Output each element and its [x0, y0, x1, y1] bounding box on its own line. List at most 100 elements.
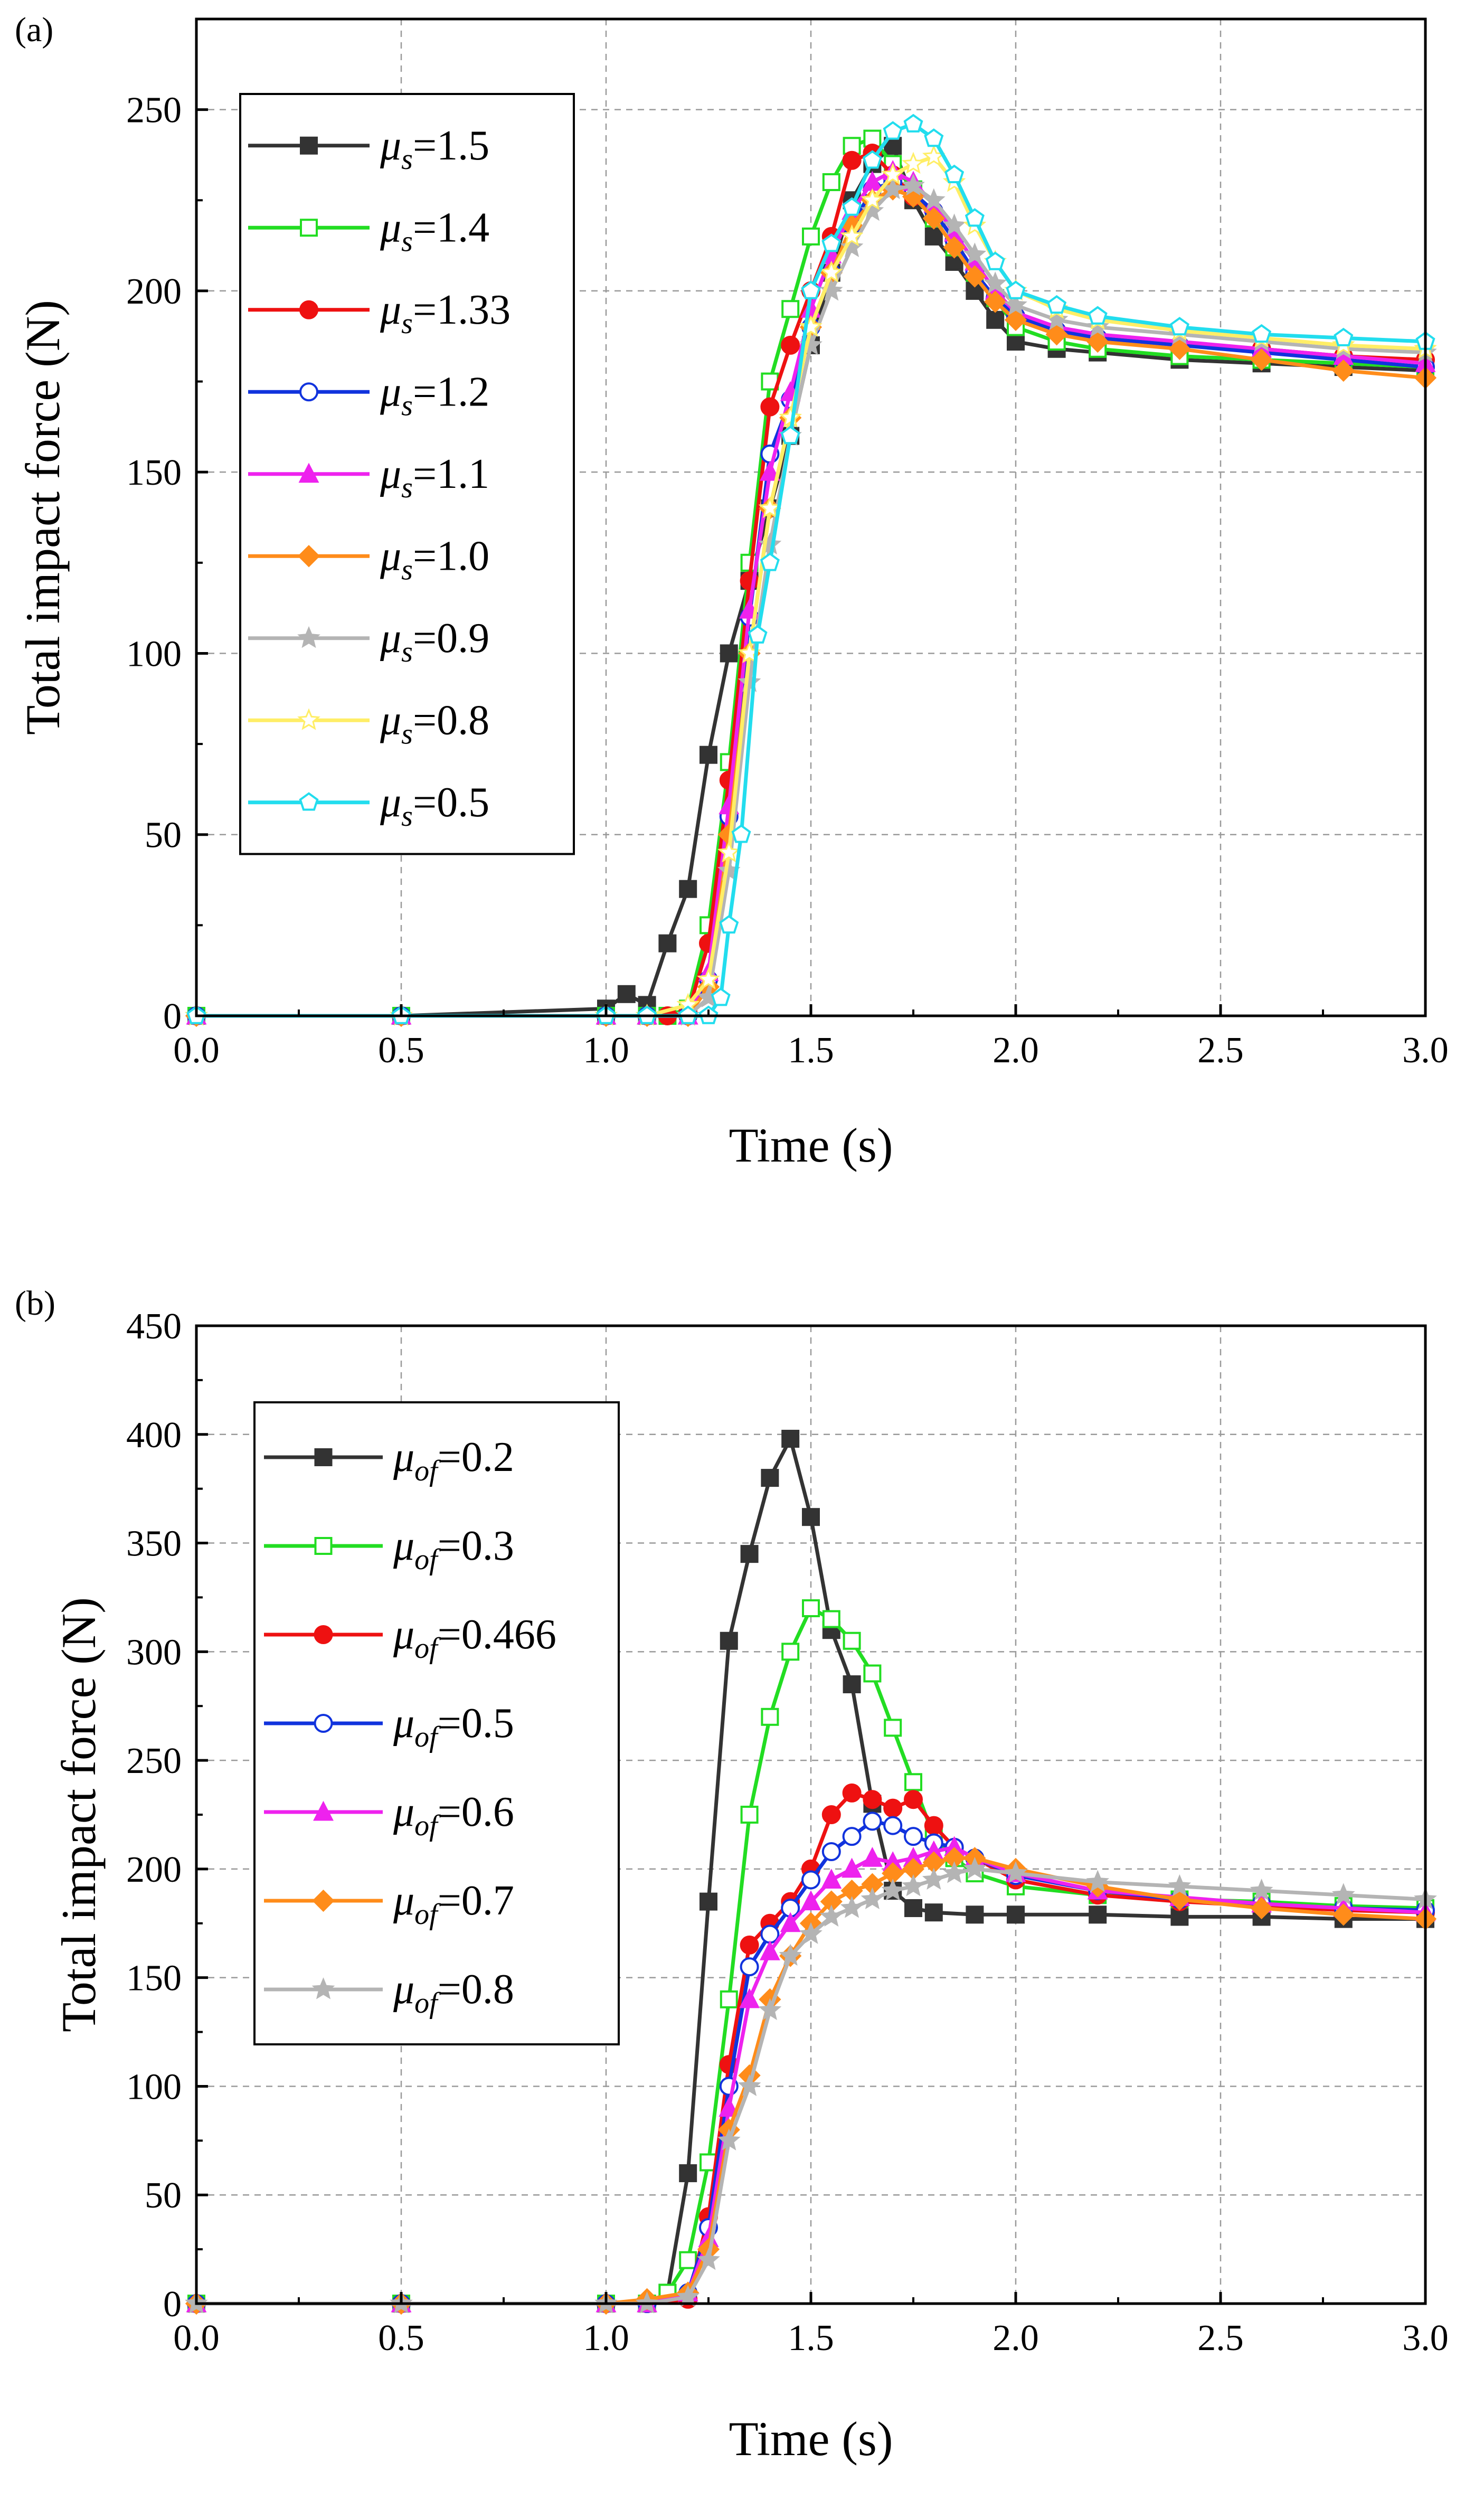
data-point: [1007, 333, 1025, 351]
data-point: [740, 1545, 759, 1563]
legend-label: μs=0.9: [380, 615, 489, 668]
legend-item: μs=1.5: [248, 122, 489, 176]
y-tick-label: 200: [126, 271, 182, 312]
data-point: [1252, 324, 1272, 343]
x-tick-label: 2.5: [1197, 2318, 1244, 2359]
data-point: [985, 251, 1005, 270]
data-point: [679, 880, 697, 898]
y-tick-label: 50: [145, 2175, 182, 2216]
data-point: [922, 188, 946, 210]
data-point: [861, 1887, 884, 1910]
legend-marker: [314, 1714, 333, 1733]
data-point: [984, 290, 1007, 313]
data-point: [821, 1869, 842, 1889]
y-tick-label: 400: [126, 1415, 182, 1456]
data-point: [902, 1874, 925, 1897]
data-point: [822, 1610, 840, 1628]
x-tick-label: 3.0: [1402, 2318, 1449, 2359]
y-tick-label: 0: [163, 2284, 182, 2325]
legend-marker: [299, 382, 318, 402]
data-point: [924, 128, 944, 147]
data-point: [881, 163, 905, 185]
legend-marker: [314, 1625, 333, 1644]
y-tick-label: 150: [126, 452, 182, 493]
data-point: [676, 2285, 700, 2307]
data-point: [986, 310, 1005, 329]
data-point: [739, 1988, 760, 2008]
data-point: [884, 1719, 902, 1737]
legend-marker: [299, 300, 318, 319]
data-point: [717, 2128, 741, 2150]
data-point: [1169, 317, 1189, 336]
data-point: [761, 1469, 779, 1487]
data-point: [963, 265, 986, 288]
panel-b-chart: (b) 0.0 0.5 1.0 1.5 2.0 2.5 3.0 0 50 100 150 200 250 3…: [15, 1284, 1449, 2466]
data-point: [781, 335, 800, 355]
data-point: [924, 1903, 943, 1922]
legend-label: μs=1.1: [380, 451, 489, 504]
x-tick-label: 0.0: [173, 1030, 220, 1071]
x-tick-label: 0.5: [378, 2318, 424, 2359]
legend-item: μs=0.8: [248, 697, 489, 750]
data-point: [1007, 1905, 1025, 1924]
data-point: [966, 1905, 984, 1924]
data-point: [861, 199, 884, 221]
x-tick-label: 3.0: [1402, 1030, 1449, 1071]
data-point: [943, 236, 966, 259]
data-point: [842, 1827, 862, 1846]
panel-a-chart: (a) 0.0 0.5 1.0 1.5 2.0 2.5 3.0 0 50 100 150 200 250 T…: [15, 11, 1449, 1172]
legend-marker: [313, 1800, 334, 1821]
panel-a-y-axis-title: Total impact force (N): [16, 300, 70, 735]
x-tick-label: 2.0: [993, 2318, 1039, 2359]
data-point: [780, 426, 800, 445]
data-point: [802, 1599, 820, 1618]
data-point: [842, 1783, 862, 1803]
data-point: [717, 841, 741, 863]
legend-item: μs=0.5: [248, 779, 489, 833]
legend-label: μs=1.33: [380, 287, 511, 340]
data-point: [1334, 327, 1354, 346]
data-point: [760, 397, 780, 417]
data-point: [1045, 307, 1069, 330]
data-point: [1088, 306, 1108, 325]
y-tick-label: 0: [163, 996, 182, 1037]
data-point: [700, 1892, 717, 1911]
data-point: [658, 934, 677, 952]
legend-item: μs=1.33: [248, 287, 511, 340]
y-tick-label: 350: [126, 1524, 182, 1564]
data-point: [780, 1912, 801, 1932]
data-point: [781, 1643, 800, 1661]
data-point: [881, 1879, 905, 1901]
data-point: [963, 1856, 987, 1879]
panel-b-plot-area: [185, 1430, 1437, 2315]
data-point: [1250, 1897, 1273, 1920]
x-tick-label: 2.0: [993, 1030, 1039, 1071]
data-point: [720, 1631, 738, 1650]
data-point: [679, 2251, 697, 2269]
legend-marker: [312, 1889, 335, 1912]
data-point: [1250, 348, 1273, 371]
data-point: [863, 1812, 882, 1831]
data-point: [1168, 337, 1191, 360]
data-point: [902, 152, 925, 174]
data-point: [719, 914, 739, 934]
data-point: [679, 2164, 697, 2183]
data-point: [965, 208, 985, 227]
data-point: [801, 1870, 820, 1890]
data-point: [758, 1998, 782, 2020]
y-tick-label: 300: [126, 1632, 182, 1673]
data-point: [924, 1816, 943, 1835]
data-point: [963, 242, 987, 265]
data-point: [1004, 293, 1027, 315]
data-point: [779, 405, 802, 428]
data-point: [843, 1631, 861, 1650]
data-point: [758, 496, 782, 518]
data-point: [819, 1904, 843, 1927]
data-point: [942, 213, 966, 235]
legend-item: μof=0.8: [264, 1966, 514, 2020]
legend-marker: [314, 1537, 333, 1555]
data-point: [843, 1675, 861, 1694]
data-point: [1168, 1874, 1192, 1897]
legend-item: μof=0.7: [264, 1878, 514, 1931]
x-tick-label: 1.0: [583, 2318, 629, 2359]
